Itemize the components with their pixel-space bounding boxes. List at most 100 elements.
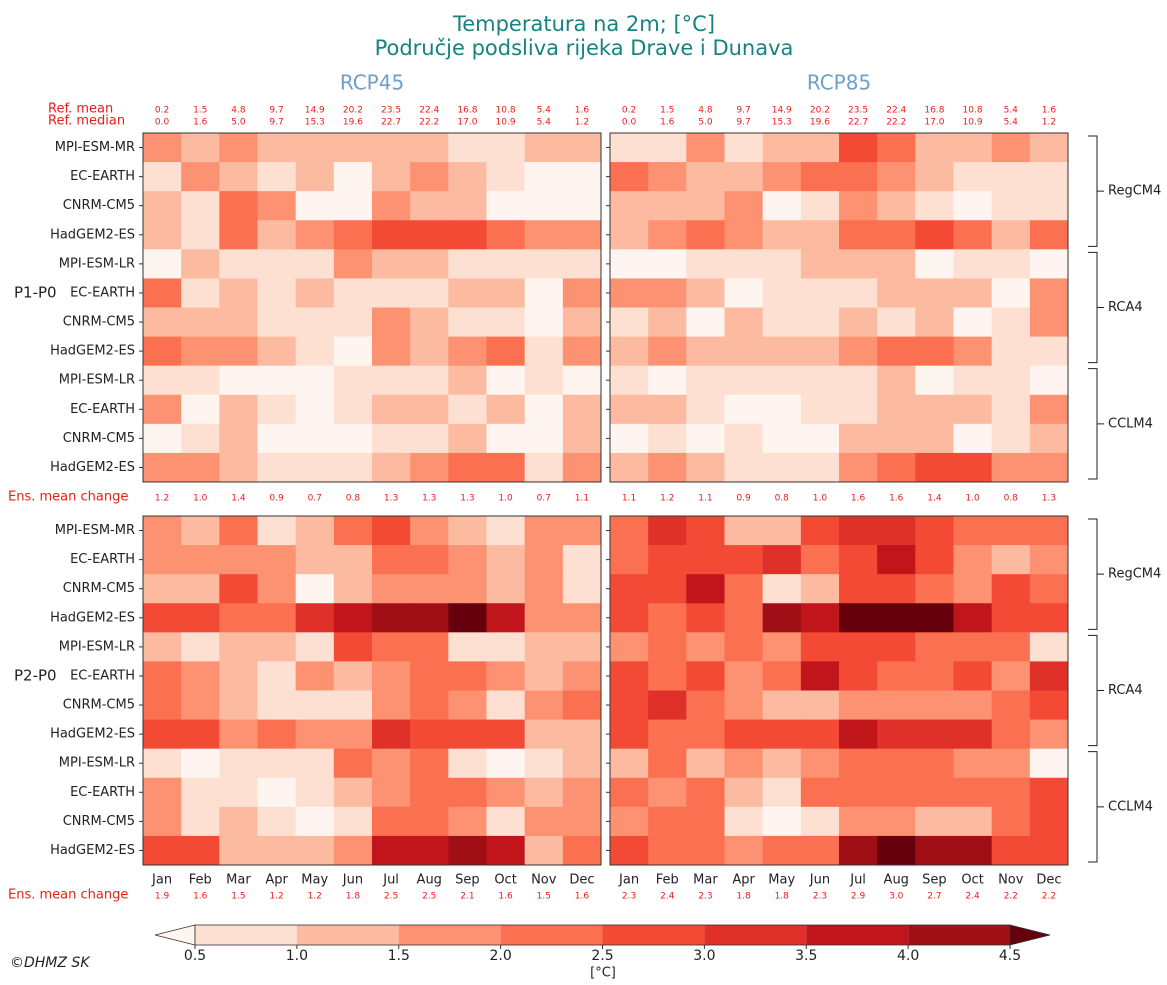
heat-cell [991,336,1031,367]
heat-cell [877,632,916,662]
heat-cell [295,661,335,691]
heat-cell [448,719,487,750]
heat-cell [991,603,1031,633]
heat-cell [800,690,840,721]
heat-cell [839,806,878,837]
heat-cell [181,719,220,750]
heat-cell [610,632,649,662]
heat-cell [448,661,487,691]
heat-cell [991,365,1031,396]
heat-cell [877,249,916,279]
heat-cell [219,516,258,546]
heat-cell [257,748,297,779]
heat-cell [877,133,916,163]
heat-cell [724,307,764,338]
heat-cell [486,249,526,279]
heat-cell [448,423,487,454]
heat-cell [143,336,182,367]
heat-cell [372,516,411,546]
ens-mean-value: 1.3 [384,494,398,504]
heat-cell [372,719,411,750]
heat-cell [915,191,954,221]
heat-cell [953,748,993,779]
heat-cell [610,365,649,396]
heat-cell [877,336,916,367]
heat-cell [372,545,411,575]
month-label: Jun [809,873,830,888]
heat-cell [219,806,258,837]
heat-cell [686,133,725,163]
heat-cell [295,133,335,163]
heat-cell [991,690,1031,721]
heat-cell [724,545,764,575]
heat-cell [610,719,649,750]
month-label: Oct [494,873,516,888]
heat-cell [724,394,764,425]
ref-median: 1.2 [1042,118,1056,128]
heat-cell [877,516,916,546]
ens-mean-value: 2.1 [460,892,474,902]
heat-cell [181,162,220,192]
heat-cell [333,162,373,192]
heat-cell [295,452,335,483]
heat-cell [839,278,878,308]
heat-cell [333,336,373,367]
heat-cell [562,278,602,308]
heat-cell [143,603,182,633]
heat-cell [410,220,449,250]
heat-cell [410,545,449,575]
heat-cell [295,690,335,721]
heat-cell [486,162,526,192]
ref-mean: 10.8 [496,106,516,116]
heat-cell [877,690,916,721]
heat-cell [610,394,649,425]
heat-cell [524,394,564,425]
heat-cell [915,516,954,546]
heat-cell [1029,278,1069,308]
heat-cell [610,516,649,546]
heat-cell [724,452,764,483]
heat-cell [1029,336,1069,367]
heat-cell [839,603,878,633]
heat-cell [915,394,954,425]
heat-cell [410,835,449,866]
month-label: Dec [569,873,594,888]
heat-cell [686,516,725,546]
heat-cell [648,719,687,750]
heat-cell [410,748,449,779]
ens-label: Ens. mean change [8,490,128,505]
ens-mean-value: 1.3 [422,494,436,504]
heat-cell [839,162,878,192]
heat-cell [953,220,993,250]
panel-frame [142,515,602,866]
heat-cell [724,423,764,454]
row-label: MPI-ESM-MR [55,140,135,155]
heat-cell [915,220,954,250]
heat-cell [686,336,725,367]
heat-cell [562,777,602,808]
heat-cell [181,748,220,779]
heat-cell [181,220,220,250]
heat-cell [295,249,335,279]
heat-cell [333,574,373,604]
heat-cell [562,574,602,604]
heat-cell [800,806,840,837]
heat-cell [448,690,487,721]
heat-cell [686,394,725,425]
row-label: EC-EARTH [70,169,135,184]
heat-cell [333,835,373,866]
scenario-title: RCP45 [340,71,404,95]
heat-cell [877,220,916,250]
heat-cell [219,365,258,396]
heat-cell [143,278,182,308]
colorbar-segment [398,925,501,945]
heat-cell [562,748,602,779]
heat-cell [333,365,373,396]
ens-mean-value: 1.2 [660,494,674,504]
heat-cell [486,748,526,779]
heat-cell [686,423,725,454]
heat-cell [877,307,916,338]
heat-cell [372,777,411,808]
heat-cell [1029,545,1069,575]
